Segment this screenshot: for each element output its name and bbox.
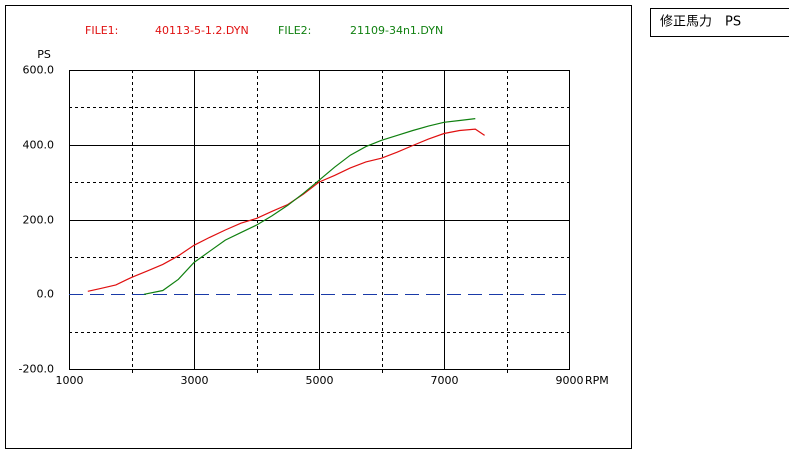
x-tick-label: 1000 [56,374,84,387]
legend-file-label: FILE1: [85,24,118,37]
y-tick-label: -200.0 [19,363,54,376]
x-tick-label: 3000 [181,374,209,387]
y-tick-label: 0.0 [37,288,55,301]
x-axis-label: RPM [585,374,609,387]
legend-label: 21109-34n1.DYN [350,24,443,37]
x-tick-label: 9000 [556,374,584,387]
legend-label: 40113-5-1.2.DYN [155,24,249,37]
y-axis-label: PS [37,48,51,61]
y-tick-label: 200.0 [23,214,55,227]
legend-file-label: FILE2: [278,24,311,37]
x-tick-label: 7000 [431,374,459,387]
y-tick-label: 400.0 [23,139,55,152]
x-tick-label: 5000 [306,374,334,387]
side-panel-label: 修正馬力 PS [660,15,741,30]
y-tick-label: 600.0 [23,64,55,77]
